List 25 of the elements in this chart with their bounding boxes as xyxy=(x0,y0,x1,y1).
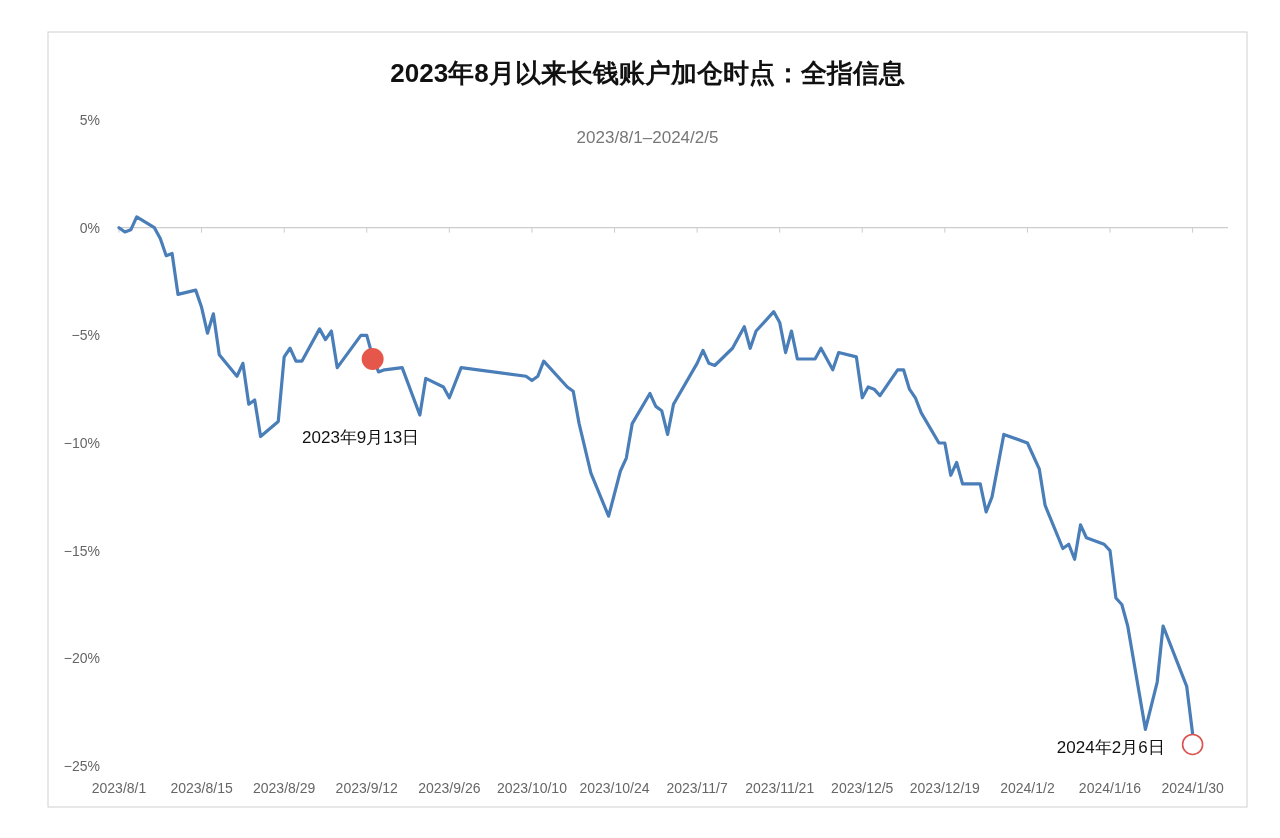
x-tick-label: 2024/1/16 xyxy=(1078,780,1142,796)
x-tick-label: 2023/10/10 xyxy=(496,780,568,796)
y-tick-label: −10% xyxy=(63,435,100,451)
x-tick-label: 2023/8/29 xyxy=(253,780,316,796)
x-tick-label: 2023/9/12 xyxy=(335,780,399,796)
x-tick-label: 2023/12/5 xyxy=(831,780,894,796)
x-tick-label: 2023/8/15 xyxy=(170,780,233,796)
y-tick-label: −25% xyxy=(63,758,100,774)
x-tick-label: 2023/10/24 xyxy=(579,780,650,796)
x-tick-label: 2023/11/21 xyxy=(745,780,815,796)
y-tick-label: 0% xyxy=(79,219,100,236)
x-tick-label: 2024/1/2 xyxy=(1000,780,1055,796)
y-tick-label: −5% xyxy=(71,327,100,344)
annotation: 2023年9月13日 xyxy=(302,428,420,448)
y-tick-label: −15% xyxy=(63,542,100,559)
x-tick-label: 2023/11/7 xyxy=(666,780,728,796)
chart-title: 2023年8月以来长钱账户加仓时点：全指信息 xyxy=(390,58,905,88)
text: 2023/8/1–2024/2/5 xyxy=(576,128,719,147)
annotation: 2024年2月6日 xyxy=(1056,738,1165,758)
x-tick-label: 2024/1/30 xyxy=(1161,780,1224,796)
x-tick-label: 2023/8/1 xyxy=(91,780,147,796)
x-tick-label: 2023/9/26 xyxy=(418,780,481,796)
x-tick-label: 2023/12/19 xyxy=(909,780,981,796)
y-tick-label: −20% xyxy=(63,650,100,667)
y-tick-label: 5% xyxy=(79,112,100,128)
